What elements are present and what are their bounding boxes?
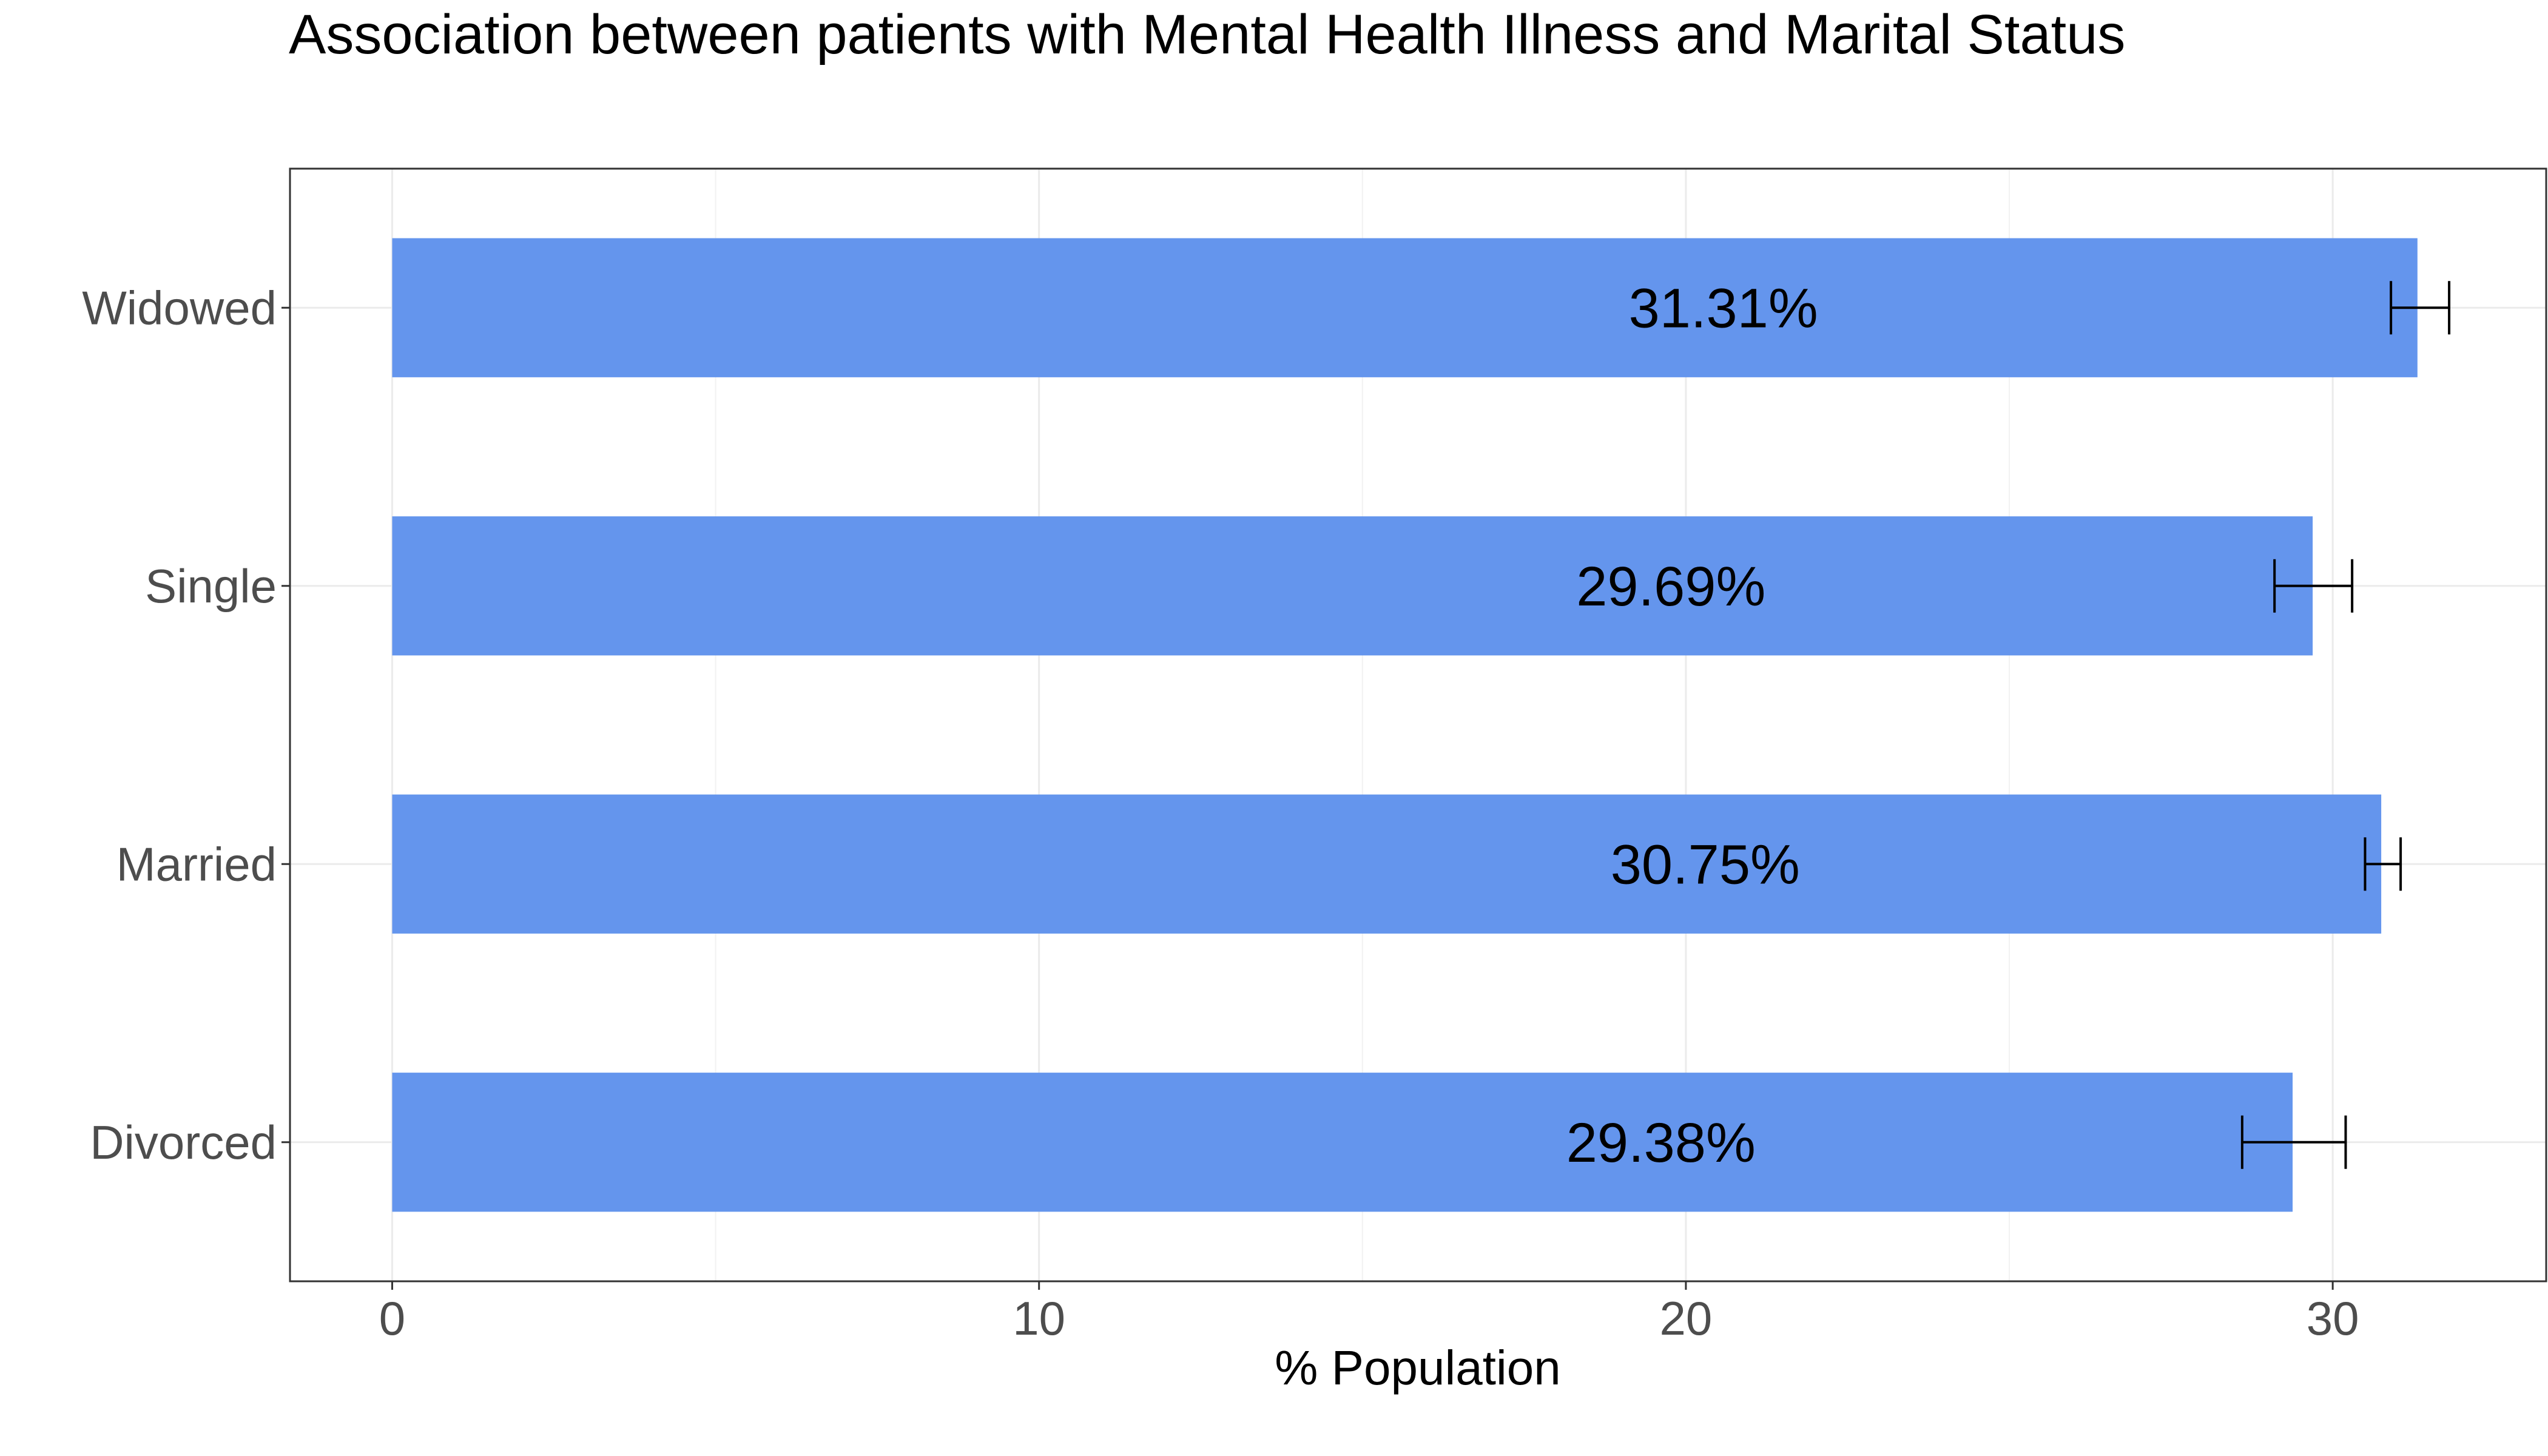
chart-title: Association between patients with Mental… <box>289 4 2125 66</box>
error-bars <box>2240 281 2451 1169</box>
bar-single <box>392 516 2313 656</box>
y-tick-label-married: Married <box>116 837 277 891</box>
data-label-married: 30.75% <box>1611 834 1800 895</box>
bar-widowed <box>392 238 2418 377</box>
y-tick-label-divorced: Divorced <box>90 1116 277 1169</box>
x-tick-label: 10 <box>1013 1292 1065 1345</box>
bar-married <box>392 794 2382 934</box>
data-label-divorced: 29.38% <box>1566 1112 1756 1174</box>
data-label-widowed: 31.31% <box>1629 277 1818 339</box>
error-bar-married <box>2364 837 2402 891</box>
x-tick-label: 30 <box>2307 1292 2359 1345</box>
y-tick-label-widowed: Widowed <box>82 281 277 334</box>
plot-panel-border <box>289 167 2547 1282</box>
data-label-single: 29.69% <box>1576 556 1765 618</box>
bar-divorced <box>392 1073 2293 1212</box>
error-bar-widowed <box>2390 281 2451 335</box>
error-bar-single <box>2273 559 2354 613</box>
bars <box>392 238 2418 1212</box>
x-tick-label: 20 <box>1660 1292 1713 1345</box>
y-axis-ticks: Divorced Married Single Widowed <box>82 281 290 1169</box>
x-axis-ticks: 0 10 20 30 <box>379 1281 2359 1345</box>
y-tick-label-single: Single <box>145 559 277 613</box>
x-tick-label: 0 <box>379 1292 405 1345</box>
x-axis-title: % Population <box>1275 1341 1560 1395</box>
data-labels: 29.38% 30.75% 29.69% 31.31% <box>1566 277 1818 1174</box>
error-bar-divorced <box>2240 1115 2347 1169</box>
